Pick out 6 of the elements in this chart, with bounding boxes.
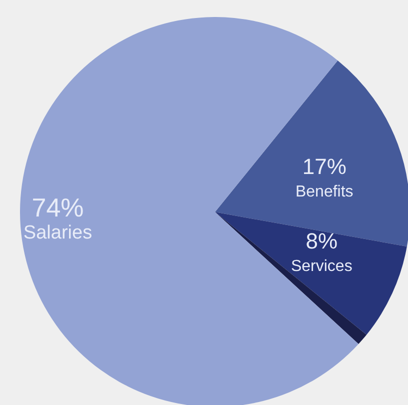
data-label: 8% xyxy=(306,228,338,254)
data-label: 74% xyxy=(32,192,84,222)
data-label: 17% xyxy=(302,154,346,180)
slice-label: Salaries xyxy=(23,222,92,244)
slice-label: Services xyxy=(290,258,352,275)
slice-label: Benefits xyxy=(295,183,354,200)
